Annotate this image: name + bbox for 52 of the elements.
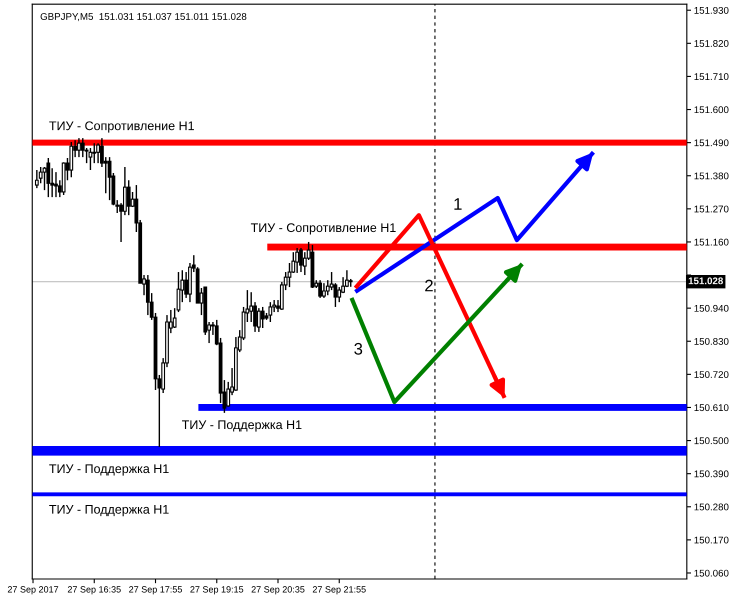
candlestick <box>126 180 131 216</box>
y-tick-label: 150.280 <box>694 504 729 510</box>
candlestick <box>69 141 74 178</box>
x-tick-label: 27 Sep 2017 <box>8 586 58 594</box>
series-label: ТИУ - Сопротивление H1 <box>250 223 396 235</box>
x-tick-label: 27 Sep 20:35 <box>252 586 304 594</box>
annotation: 3 <box>354 342 362 355</box>
y-tick-label: 151.380 <box>694 172 729 180</box>
candlestick <box>268 301 272 323</box>
candlestick <box>318 279 322 299</box>
candlestick <box>108 156 112 201</box>
candlestick <box>77 137 81 158</box>
band-label: ТИУ - Поддержка H1 <box>49 505 169 516</box>
y-tick-label: 150.390 <box>694 470 729 478</box>
y-tick-label: 151.160 <box>694 238 729 246</box>
candlestick <box>92 142 96 164</box>
x-tick-label: 27 Sep 19:15 <box>190 586 244 594</box>
candlestick <box>337 286 342 303</box>
y-tick-label: 151.490 <box>694 139 729 146</box>
y-tick-label: 150.720 <box>694 371 729 378</box>
candlestick <box>322 282 326 299</box>
x-tick-label: 27 Sep 21:55 <box>312 586 366 594</box>
text: GBPJPY,M5 151.031 151.037 151.011 151.028 <box>40 13 246 22</box>
candlestick <box>299 247 303 273</box>
y-tick-label: 150.170 <box>694 536 729 544</box>
y-tick-label: 150.940 <box>694 304 729 312</box>
candlestick <box>88 147 92 171</box>
y-tick-label: 150.500 <box>694 437 729 444</box>
candlestick <box>249 292 254 323</box>
candlestick <box>146 274 150 316</box>
y-tick-label: 151.600 <box>694 106 729 114</box>
band-label: ТИУ - Поддержка H1 <box>49 464 169 476</box>
band-label: ТИУ - Сопротивление H1 <box>49 121 194 133</box>
annotation: 2 <box>425 280 433 292</box>
annotation: 1 <box>454 198 462 210</box>
candlestick <box>54 171 58 198</box>
y-tick-label: 151.930 <box>694 6 729 14</box>
y-tick-label: 151.270 <box>694 206 729 212</box>
ref-line-label: 151.028 <box>688 277 723 284</box>
candlestick <box>46 157 50 198</box>
y-tick-label: 150.610 <box>694 404 729 412</box>
candlestick <box>42 166 46 191</box>
x-tick-label: 27 Sep 16:35 <box>68 586 121 594</box>
x-tick-label: 27 Sep 17:55 <box>129 586 182 594</box>
y-tick-label: 151.710 <box>694 73 729 80</box>
y-tick-label: 150.830 <box>694 338 729 345</box>
candlestick <box>260 306 265 329</box>
series-label: ТИУ - Поддержка H1 <box>182 420 302 432</box>
y-tick-label: 151.820 <box>694 40 729 47</box>
y-tick-label: 150.060 <box>694 570 729 577</box>
candlestick <box>34 169 39 189</box>
candlestick <box>295 247 300 274</box>
